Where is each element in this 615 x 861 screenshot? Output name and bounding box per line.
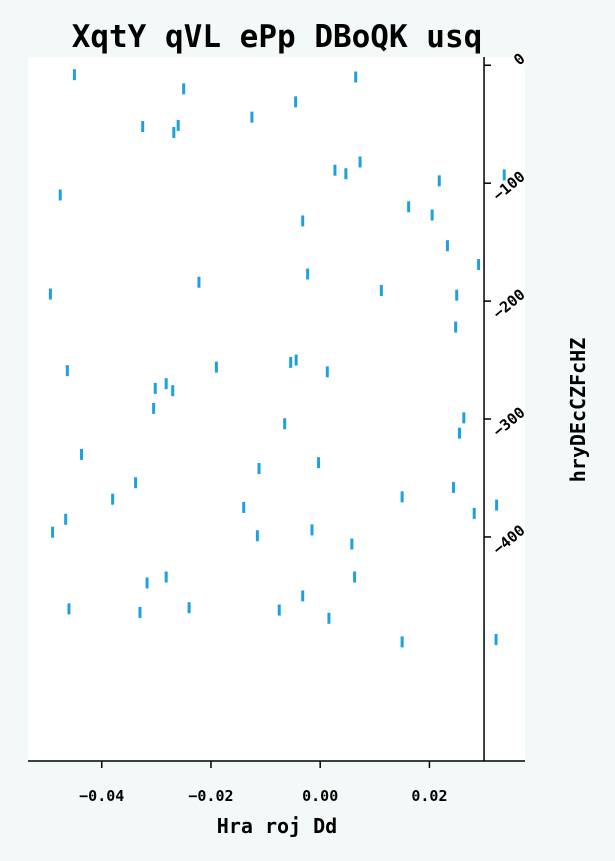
x-tick-label: 0.02 <box>411 787 447 805</box>
chart-title: XqtY qVL ePp DBoQK usq <box>72 19 483 55</box>
x-tick-label: −0.02 <box>188 787 233 805</box>
plot-area <box>28 57 525 761</box>
x-tick-label: 0.00 <box>302 787 338 805</box>
data-points <box>48 69 506 648</box>
axes <box>28 57 525 762</box>
x-tick-label: −0.04 <box>79 787 124 805</box>
y-axis-label: hryDEcCZFcHZ <box>566 338 590 483</box>
x-axis-ticks: −0.04 −0.02 0.00 0.02 <box>79 761 447 805</box>
x-axis-label: Hra roj Dd <box>217 814 337 838</box>
